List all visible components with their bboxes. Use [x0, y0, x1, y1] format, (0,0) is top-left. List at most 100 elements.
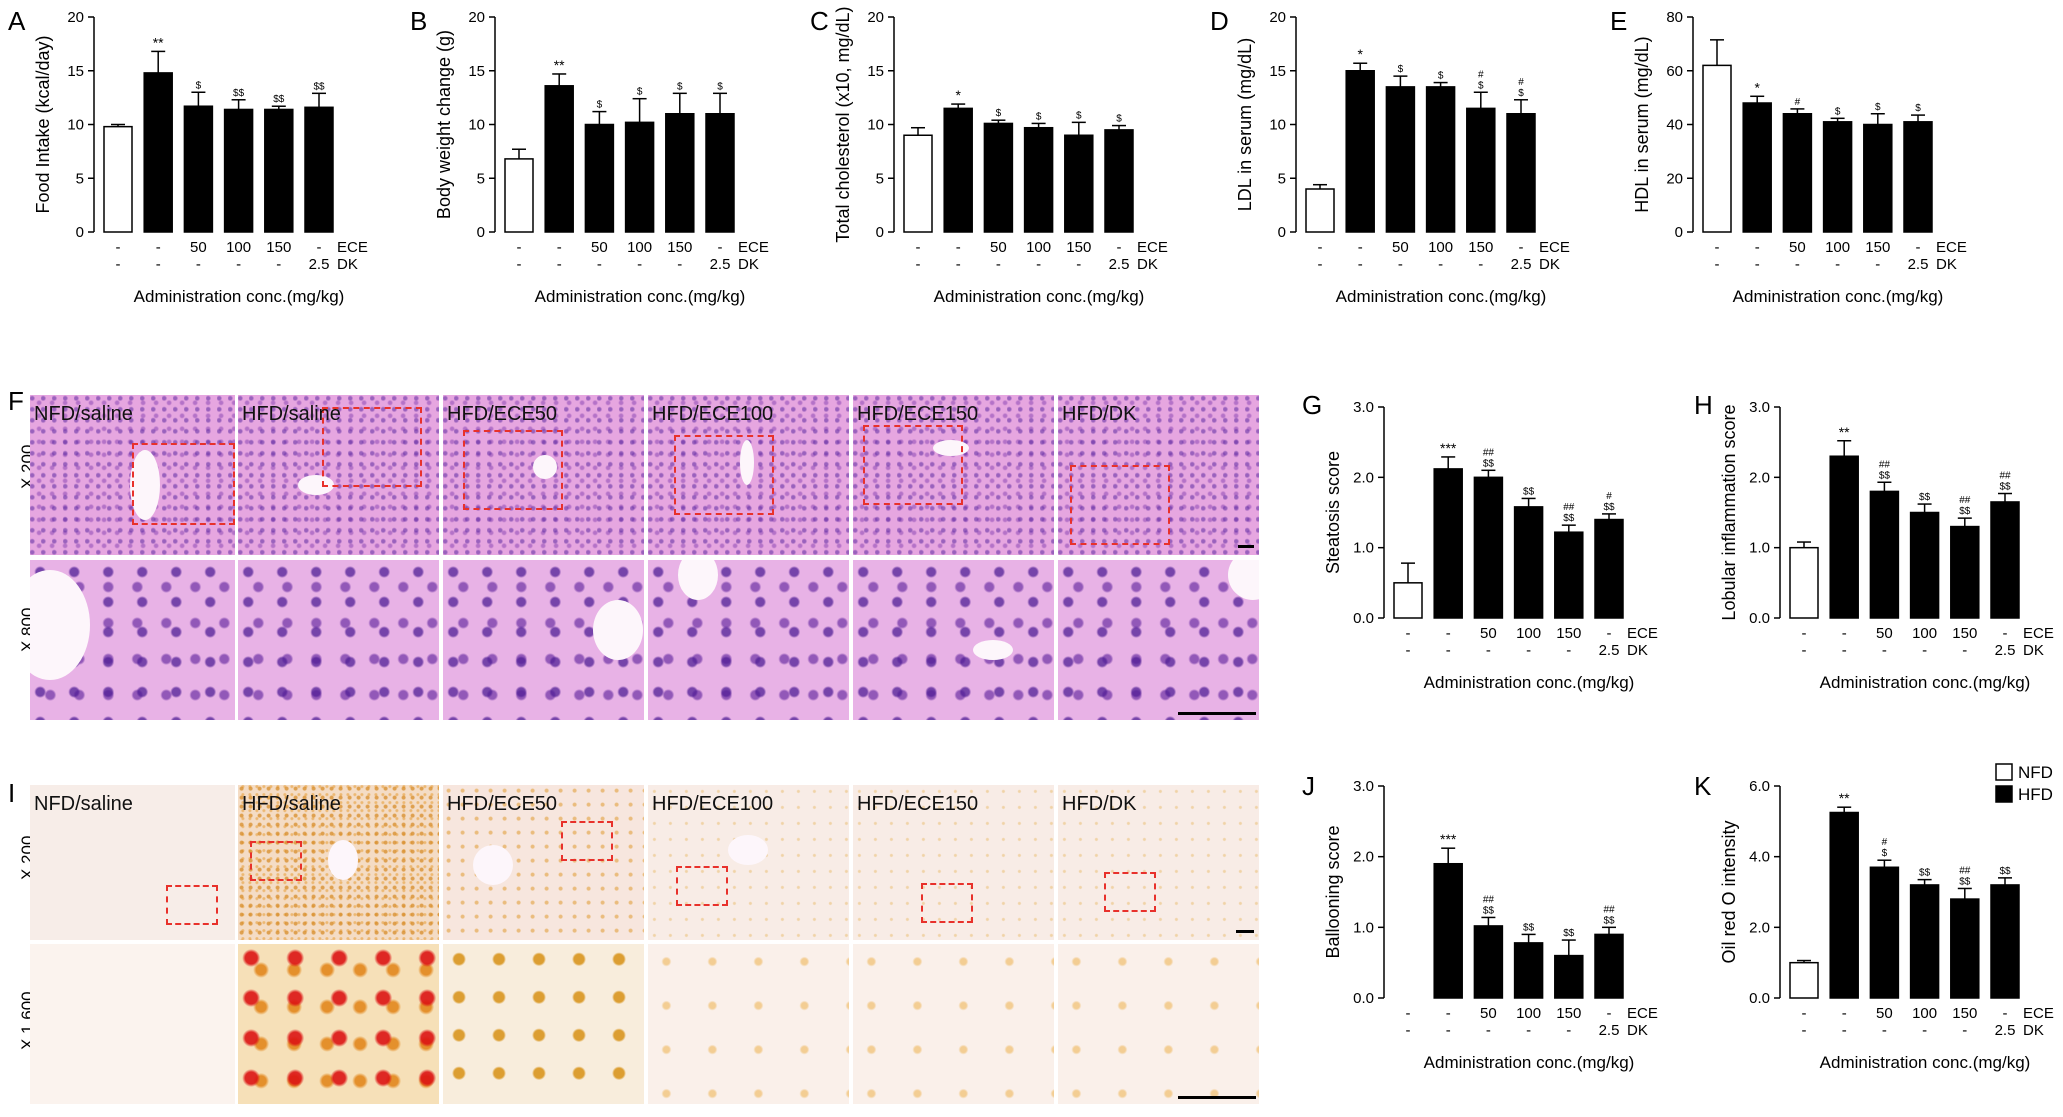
y-axis-title: Oil red O intensity [1719, 820, 1739, 963]
bar [1863, 123, 1893, 233]
bar [1433, 468, 1463, 619]
y-axis-title: Lobular inflammation score [1719, 404, 1739, 620]
x-row-ece-value: 50 [1876, 625, 1893, 642]
group-label: HFD/saline [242, 793, 341, 815]
x-row-ece-value: - [1446, 625, 1451, 642]
x-row-dk-label: DK [337, 256, 358, 273]
y-tick-label: 3.0 [1353, 399, 1374, 416]
bar [183, 105, 214, 233]
bar [1473, 925, 1504, 999]
bar [1822, 121, 1853, 233]
bar [665, 113, 695, 233]
y-tick-label: 4.0 [1749, 849, 1770, 866]
y-tick-label: 3.0 [1749, 399, 1770, 416]
x-row-dk-value: - [1922, 642, 1927, 659]
significance-mark: $ [1116, 114, 1122, 125]
significance-mark: ## [1959, 865, 1971, 876]
legend-swatch [1995, 785, 2013, 803]
bar [1554, 531, 1584, 619]
x-row-dk-value: - [1406, 1022, 1411, 1039]
roi-box [561, 821, 613, 861]
x-row-dk-value: - [1835, 256, 1840, 273]
x-row-dk-value: - [196, 256, 201, 273]
x-row-dk-value: - [916, 256, 921, 273]
x-row-dk-value: - [996, 256, 1001, 273]
bar [624, 121, 655, 233]
x-row-ece-value: - [1607, 1005, 1612, 1022]
group-label: HFD/ECE50 [447, 403, 558, 425]
significance-mark: $ [637, 87, 643, 98]
x-row-dk-value: - [1566, 642, 1571, 659]
y-tick-label: 1.0 [1353, 919, 1374, 936]
significance-mark: $ [1036, 111, 1042, 122]
bar [1594, 518, 1624, 619]
panel-letter: H [1694, 390, 1713, 420]
x-row-ece-value: 50 [591, 239, 608, 256]
y-tick-label: 15 [468, 63, 485, 80]
scale-bar [1236, 930, 1254, 933]
y-tick-label: 80 [1666, 9, 1683, 26]
bar [1869, 490, 1900, 619]
x-row-ece-value: 100 [1428, 239, 1453, 256]
micrograph-f-x800-ece100 [648, 560, 849, 720]
bar [1829, 811, 1859, 999]
bar [1950, 525, 1980, 619]
chart-c: C 0 5 10 15 20 Total cholesterol (x10, mg/dL) -… [810, 6, 1168, 306]
micrograph-f-x200-dk: HFD/DK [1058, 395, 1259, 555]
significance-mark: ** [1839, 424, 1850, 440]
bar [1702, 64, 1732, 233]
group-label: NFD/saline [34, 793, 133, 815]
significance-mark: $$ [1919, 868, 1931, 879]
x-row-ece-value: 150 [1952, 1005, 1977, 1022]
x-row-ece-value: 100 [1912, 625, 1937, 642]
micrograph-f-x200-ece50: HFD/ECE50 [443, 395, 644, 555]
x-row-ece-value: 50 [1789, 239, 1806, 256]
x-row-ece-value: 50 [1392, 239, 1409, 256]
x-row-dk-value: - [557, 256, 562, 273]
panel-letter-f: F [8, 386, 24, 416]
x-row-dk-value: - [1526, 1022, 1531, 1039]
significance-mark: ## [1483, 447, 1495, 458]
significance-mark: $ [1518, 88, 1524, 99]
y-tick-label: 2.0 [1353, 849, 1374, 866]
micrograph-f-x800-hfd [238, 560, 439, 720]
x-row-ece-value: - [1358, 239, 1363, 256]
bar [1829, 455, 1859, 619]
y-tick-label: 20 [1666, 170, 1683, 187]
x-row-dk-value: - [1358, 256, 1363, 273]
x-row-dk-value: - [1446, 1022, 1451, 1039]
x-row-dk-value: - [1962, 642, 1967, 659]
x-row-ece-label: ECE [1137, 239, 1168, 256]
x-row-dk-label: DK [1539, 256, 1560, 273]
x-row-dk-label: DK [738, 256, 759, 273]
significance-mark: $$ [1523, 486, 1535, 497]
x-row-ece-value: 50 [1480, 625, 1497, 642]
x-row-ece-value: - [517, 239, 522, 256]
legend: NFD HFD [1995, 763, 2053, 804]
x-row-dk-label: DK [2023, 1022, 2044, 1039]
x-row-dk-label: DK [1936, 256, 1957, 273]
x-row-dk-value: - [1566, 1022, 1571, 1039]
bar [1305, 188, 1335, 233]
significance-mark: $ [1835, 106, 1841, 117]
x-row-ece-value: 100 [1516, 625, 1541, 642]
significance-mark: $$ [1603, 502, 1615, 513]
x-row-dk-value: - [156, 256, 161, 273]
x-row-ece-value: - [1842, 1005, 1847, 1022]
bar [1869, 866, 1900, 999]
group-label: HFD/ECE150 [857, 793, 979, 815]
y-tick-label: 10 [67, 117, 84, 134]
significance-mark: ## [1959, 495, 1971, 506]
group-label: HFD/ECE100 [652, 403, 774, 425]
x-row-ece-value: 150 [1468, 239, 1493, 256]
y-tick-label: 0 [76, 224, 84, 241]
significance-mark: $ [597, 100, 603, 111]
x-row-dk-value: 2.5 [1599, 1022, 1620, 1039]
x-row-ece-value: 150 [1066, 239, 1091, 256]
roi-box [166, 885, 218, 925]
significance-mark: ## [1483, 894, 1495, 905]
panel-letter: D [1210, 6, 1229, 36]
micrograph-i-x1600-ece100 [648, 944, 849, 1104]
